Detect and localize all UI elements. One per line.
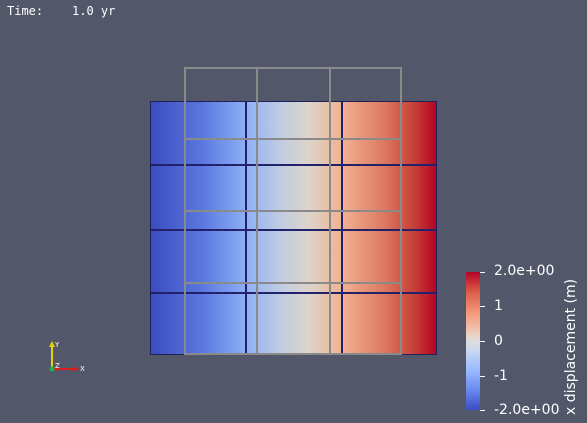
colorbar-tick-label: 1 — [494, 299, 503, 313]
z-axis-label: Z — [55, 362, 60, 370]
colorbar-tick-label-max: 2.0e+00 — [494, 264, 554, 278]
time-annotation: Time: 1.0 yr — [7, 4, 115, 18]
color-legend-bar — [466, 272, 480, 410]
colorbar-tick-label-min: -2.0e+00 — [494, 403, 559, 417]
x-axis-label: X — [80, 365, 85, 373]
colorbar-tick — [480, 410, 485, 411]
x-axis-arrowhead — [73, 366, 79, 372]
time-value-text: 1.0 yr — [72, 4, 115, 18]
colorbar-tick — [480, 376, 485, 377]
colorbar-tick-label: -1 — [494, 369, 508, 383]
undeformed-wireframe — [184, 67, 402, 355]
colorbar-title: x displacement (m) — [563, 279, 579, 415]
time-label-text: Time: — [7, 4, 43, 18]
colorbar-tick — [480, 341, 485, 342]
z-axis-marker — [50, 367, 55, 372]
y-axis-label: Y — [54, 341, 60, 349]
colorbar-tick — [480, 306, 485, 307]
orientation-axes: Y Z X — [44, 338, 88, 376]
colorbar-tick-label: 0 — [494, 334, 503, 348]
colorbar-tick — [480, 272, 485, 273]
